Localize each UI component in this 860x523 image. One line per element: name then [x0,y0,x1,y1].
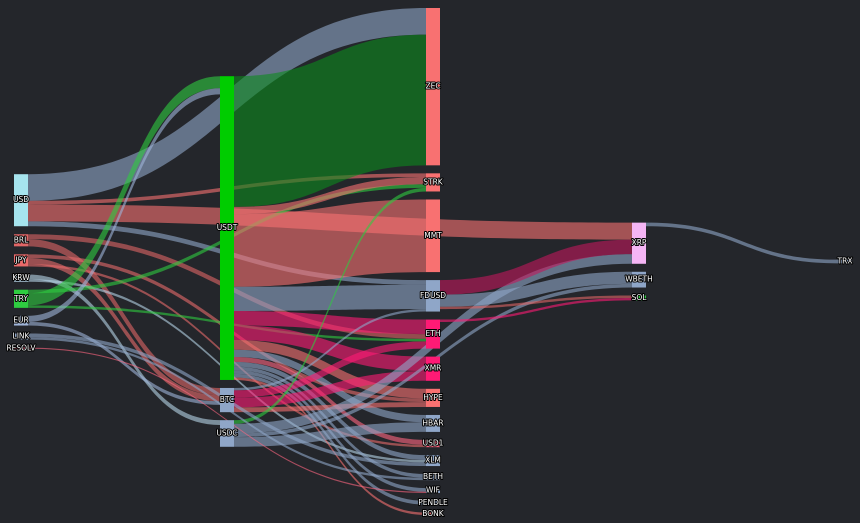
node [838,259,852,264]
node-label: MMT [424,231,442,240]
node [426,455,440,467]
node-label: PENDLE [418,498,448,507]
link [234,34,426,207]
link [440,297,632,322]
node-label: USD [13,195,29,204]
link [28,257,220,402]
node-label: HYPE [423,393,443,402]
link [234,325,426,372]
node [14,174,28,227]
node [632,295,646,301]
link [234,356,426,445]
node [426,388,440,407]
node-label: BRL [14,235,29,244]
link [234,309,426,391]
node-label: FDUSD [420,291,446,300]
node [426,414,440,432]
node-label: WIF [426,486,440,495]
node-label: STRK [423,177,444,186]
node [426,474,440,481]
node-label: SOL [632,293,648,302]
node [426,319,440,349]
node [14,274,28,282]
node [14,333,28,340]
link [440,271,632,307]
link [646,222,838,264]
node [14,315,28,326]
node [426,500,440,505]
link [28,321,220,405]
node-label: XMR [425,364,442,373]
link [234,310,426,335]
link [440,295,632,310]
node [14,347,28,350]
node-label: EUR [13,316,28,325]
node-label: USD1 [423,439,444,448]
node-label: BETH [423,472,443,481]
node [220,387,234,413]
link [234,377,426,515]
link [234,187,426,424]
node-label: TRX [837,257,853,266]
node [426,173,440,192]
node-label: USDC [216,428,237,437]
node-label: ETH [426,329,441,338]
node [14,254,28,267]
link [234,422,426,447]
node [426,439,440,448]
link [234,199,426,287]
link [28,88,220,322]
node-label: JPY [14,255,27,264]
link [28,76,220,306]
node [426,8,440,166]
node-label: WBETH [625,275,653,284]
node-label: XLM [425,456,441,465]
node-label: BTC [220,395,235,404]
node-label: ZEC [425,82,440,91]
node [426,280,440,312]
link [440,239,632,295]
node [14,234,28,247]
node [632,271,646,288]
node-label: USDT [217,223,238,232]
node-label: TRY [13,294,28,303]
node [426,356,440,381]
link [234,176,426,215]
node-label: RESOLV [6,344,36,353]
node [426,488,440,493]
node [632,222,646,264]
node-label: KRW [12,273,30,282]
nodes: USD BRL JPY KRW TRY EUR USDT BTC USDC LINK RESOLV Z… [5,8,853,519]
node [426,199,440,273]
link [234,402,426,413]
node-label: XRP [632,238,647,247]
link [234,284,426,311]
link [28,239,220,396]
node [220,76,234,380]
node-label: BONK [422,509,445,518]
node-label: HBAR [422,418,443,427]
node [426,512,440,515]
link [234,341,426,398]
node [220,420,234,447]
node-label: LINK [13,332,31,341]
node [14,289,28,308]
